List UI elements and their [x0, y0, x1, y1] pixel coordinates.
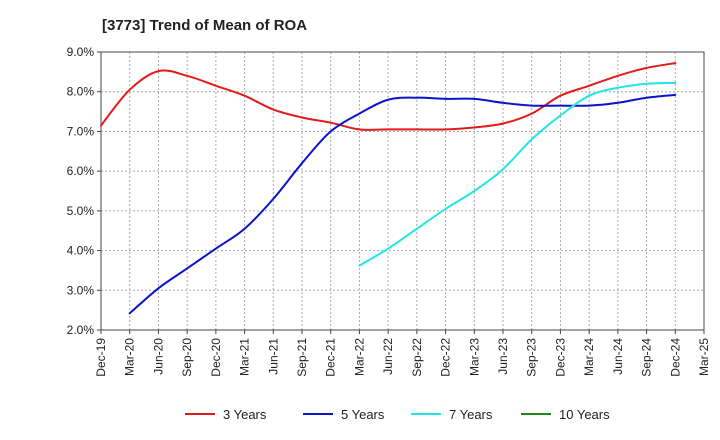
y-tick-label: 5.0% [67, 204, 95, 218]
x-tick-label: Jun-20 [151, 338, 165, 375]
x-tick-label: Mar-22 [352, 338, 366, 376]
x-tick-label: Jun-22 [381, 338, 395, 375]
x-tick-label: Mar-20 [123, 338, 137, 376]
y-tick-label: 8.0% [67, 85, 95, 99]
y-tick-label: 6.0% [67, 164, 95, 178]
x-tick-label: Dec-22 [439, 338, 453, 377]
x-tick-label: Sep-23 [525, 338, 539, 377]
plot-area [100, 62, 677, 315]
grid [100, 51, 705, 331]
x-tick-label: Jun-24 [611, 338, 625, 375]
x-tick-label: Jun-21 [266, 338, 280, 375]
x-tick-label: Sep-24 [640, 338, 654, 377]
axes: 2.0% 3.0% 4.0% 5.0% 6.0% 7.0% 8.0% 9.0% Dec-19 Ma… [67, 45, 711, 377]
series-line-1 [100, 62, 677, 131]
x-tick-label: Dec-20 [209, 338, 223, 377]
x-tick-label: Sep-21 [295, 338, 309, 377]
y-tick-label: 2.0% [67, 323, 95, 337]
x-tick-label: Mar-25 [697, 338, 711, 376]
y-tick-label: 9.0% [67, 45, 95, 59]
chart-title: [3773] Trend of Mean of ROA [102, 17, 307, 34]
plot-frame [100, 51, 705, 331]
x-tick-label: Mar-24 [582, 338, 596, 376]
x-tick-label: Mar-23 [467, 338, 481, 376]
x-tick-label: Sep-22 [410, 338, 424, 377]
legend-label-1: 3 Years [223, 407, 267, 422]
x-tick-label: Mar-21 [238, 338, 252, 376]
legend-label-2: 5 Years [341, 407, 385, 422]
x-tick-label: Dec-23 [553, 338, 567, 377]
x-tick-label: Dec-21 [324, 338, 338, 377]
series-line-3 [358, 82, 677, 267]
x-tick-label: Dec-19 [94, 338, 108, 377]
x-tick-label: Jun-23 [496, 338, 510, 375]
y-tick-label: 4.0% [67, 244, 95, 258]
legend-label-4: 10 Years [559, 407, 610, 422]
y-tick-label: 3.0% [67, 283, 95, 297]
x-tick-label: Dec-24 [668, 338, 682, 377]
legend-label-3: 7 Years [449, 407, 493, 422]
series-line-2 [128, 93, 677, 315]
legend: 3 Years 5 Years 7 Years 10 Years [185, 407, 610, 422]
y-tick-label: 7.0% [67, 124, 95, 138]
x-tick-label: Sep-20 [180, 338, 194, 377]
